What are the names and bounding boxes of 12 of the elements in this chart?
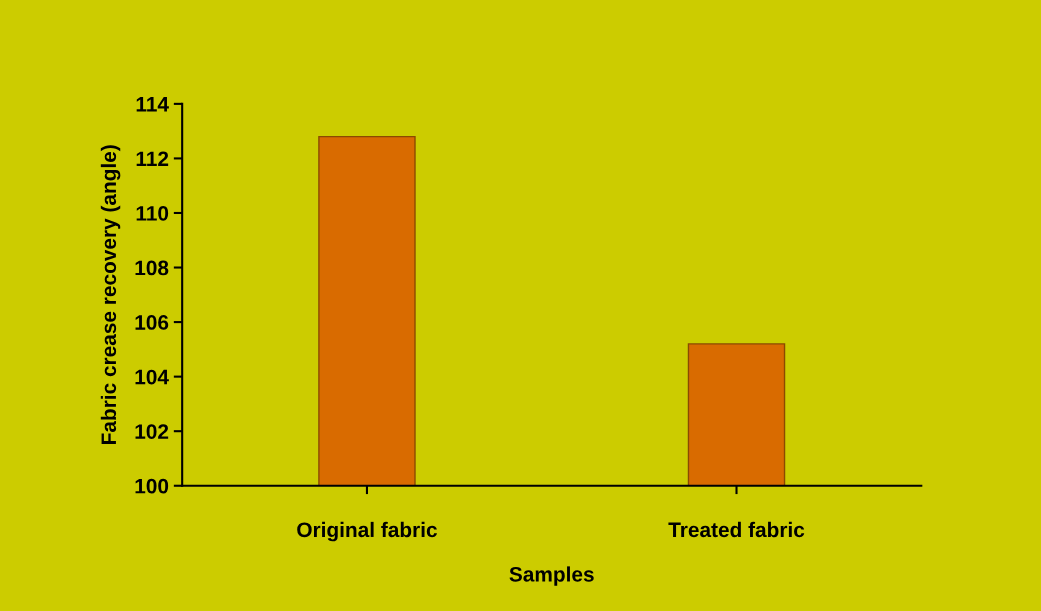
y-tick-label: 108 xyxy=(135,260,169,276)
y-axis-title: Fabric crease recovery (angle) xyxy=(100,145,121,444)
y-tick-label: 114 xyxy=(136,97,169,112)
x-axis-title: Samples xyxy=(509,566,594,586)
y-tick-label: 110 xyxy=(136,205,169,221)
x-tick-label: Original fabric xyxy=(297,521,437,542)
y-tick-label: 102 xyxy=(135,424,169,439)
y-tick-label: 112 xyxy=(136,151,169,166)
y-tick-label: 106 xyxy=(135,315,169,330)
y-tick-label: 100 xyxy=(135,478,169,494)
x-tick-label: Treated fabric xyxy=(668,521,805,538)
y-tick-label: 104 xyxy=(135,369,169,385)
